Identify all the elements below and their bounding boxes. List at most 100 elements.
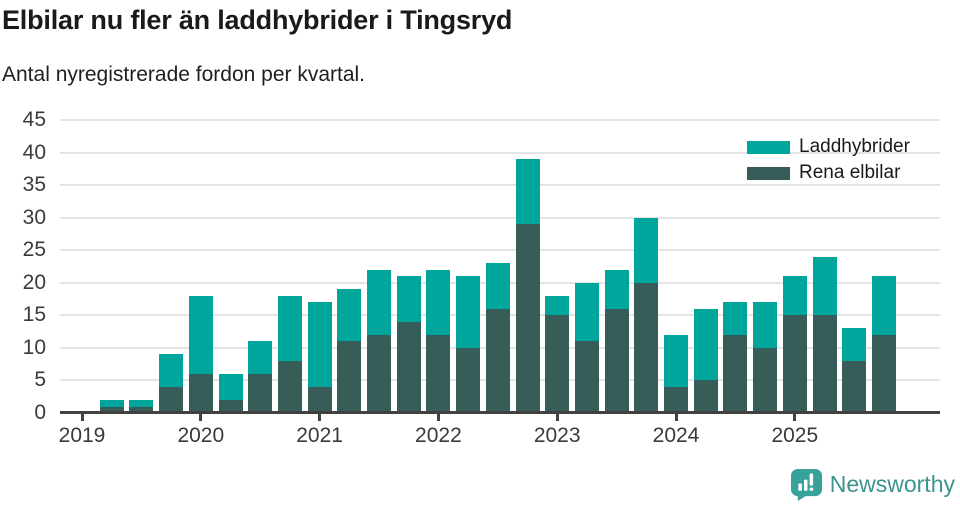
- bar-segment-laddhybrider: [812, 256, 837, 316]
- bar-segment-rena-elbilar: [159, 386, 184, 413]
- y-axis-tick-label: 20: [22, 270, 46, 294]
- legend-swatch-icon: [747, 140, 790, 154]
- brand-name: Newsworthy: [829, 471, 955, 497]
- bar-2024Q4: [753, 302, 778, 413]
- bar-segment-laddhybrider: [159, 354, 184, 387]
- bar-2021Q3: [367, 269, 391, 413]
- y-axis-tick-label: 45: [22, 108, 46, 131]
- newsworthy-logo-icon: [790, 468, 822, 501]
- bar-segment-rena-elbilar: [307, 386, 332, 413]
- x-axis-tick: [436, 414, 440, 421]
- gridline-40: [60, 151, 940, 154]
- bar-2020Q3: [248, 341, 273, 413]
- y-axis-tick-label: 10: [22, 335, 46, 359]
- x-axis-tick-label: 2021: [296, 424, 343, 447]
- bar-segment-laddhybrider: [248, 341, 273, 374]
- bar-2022Q2: [456, 276, 481, 413]
- gridline-45: [60, 119, 940, 121]
- legend-item: Rena elbilar: [747, 160, 910, 186]
- plot-area: 0 5 10 15 20 25 30 35 40 45 2019 2020 2021 2022 2023 20…: [23, 108, 940, 447]
- bar-2019Q2: [99, 400, 124, 413]
- bar-segment-rena-elbilar: [248, 373, 273, 413]
- y-axis-tick-label: 25: [22, 238, 46, 262]
- bar-segment-rena-elbilar: [664, 386, 688, 413]
- bar-segment-laddhybrider: [129, 400, 154, 407]
- x-axis-tick-label: 2019: [58, 424, 106, 447]
- bar-segment-rena-elbilar: [604, 308, 629, 413]
- bar-segment-laddhybrider: [188, 295, 213, 374]
- bar-segment-laddhybrider: [842, 328, 867, 361]
- bar-segment-rena-elbilar: [515, 224, 540, 413]
- brand-footer: Newsworthy: [790, 468, 955, 501]
- bar-segment-rena-elbilar: [871, 334, 896, 413]
- bar-segment-rena-elbilar: [426, 334, 451, 413]
- bar-segment-laddhybrider: [426, 269, 451, 335]
- legend: Laddhybrider Rena elbilar: [747, 134, 910, 186]
- bar-segment-rena-elbilar: [693, 380, 718, 413]
- y-axis-tick-label: 0: [34, 401, 46, 424]
- bar-segment-laddhybrider: [307, 302, 332, 387]
- x-axis-tick: [793, 414, 797, 421]
- bar-segment-laddhybrider: [396, 276, 421, 322]
- gridline-35: [60, 184, 940, 187]
- bar-segment-rena-elbilar: [188, 373, 213, 413]
- bar-segment-laddhybrider: [634, 217, 659, 283]
- bar-2025Q4: [871, 276, 896, 413]
- chart-subtitle: Antal nyregistrerade fordon per kvartal.: [2, 63, 366, 86]
- bar-2025Q3: [842, 328, 867, 413]
- bar-segment-rena-elbilar: [456, 347, 481, 413]
- bar-segment-laddhybrider: [545, 295, 570, 316]
- x-axis-tick-label: 2025: [771, 424, 819, 447]
- bar-2021Q4: [396, 276, 421, 413]
- bar-segment-laddhybrider: [782, 276, 807, 316]
- x-axis-tick: [199, 414, 203, 421]
- bar-2024Q2: [693, 308, 718, 413]
- legend-item: Laddhybrider: [747, 134, 910, 160]
- bar-2020Q2: [218, 373, 243, 413]
- bar-segment-laddhybrider: [99, 400, 124, 407]
- x-axis-tick-label: 2022: [415, 424, 462, 447]
- bar-2025Q1: [782, 276, 807, 413]
- bar-segment-laddhybrider: [693, 308, 718, 381]
- bar-segment-laddhybrider: [277, 295, 302, 361]
- bar-2025Q2: [812, 256, 837, 413]
- bar-2019Q4: [159, 354, 184, 413]
- bar-segment-rena-elbilar: [396, 321, 421, 413]
- x-axis-tick-label: 2020: [177, 424, 225, 447]
- bar-2022Q1: [426, 269, 451, 413]
- bar-segment-laddhybrider: [456, 276, 481, 348]
- bar-segment-rena-elbilar: [129, 406, 154, 413]
- bar-2021Q1: [307, 302, 332, 413]
- bar-segment-laddhybrider: [367, 269, 391, 335]
- y-axis-tick-label: 15: [22, 303, 46, 327]
- bar-2024Q1: [664, 334, 688, 413]
- bar-2019Q3: [129, 400, 154, 413]
- x-axis-tick: [80, 414, 84, 421]
- bar-segment-rena-elbilar: [812, 315, 837, 413]
- legend-label: Rena elbilar: [799, 162, 901, 183]
- bar-segment-laddhybrider: [574, 282, 599, 342]
- y-axis-tick-label: 5: [34, 368, 46, 392]
- bar-2023Q3: [604, 269, 629, 413]
- x-axis-tick-label: 2023: [533, 424, 581, 447]
- bar-segment-rena-elbilar: [218, 399, 243, 413]
- bar-segment-rena-elbilar: [337, 341, 362, 413]
- x-axis-tick: [318, 414, 322, 421]
- bar-segment-laddhybrider: [604, 269, 629, 309]
- page-title: Elbilar nu fler än laddhybrider i Tingsr…: [2, 5, 513, 35]
- y-axis-tick-label: 35: [22, 173, 46, 197]
- y-axis-tick-label: 30: [22, 205, 46, 229]
- legend-label: Laddhybrider: [799, 136, 910, 157]
- bar-segment-rena-elbilar: [723, 334, 748, 413]
- bar-segment-laddhybrider: [337, 289, 362, 342]
- x-axis-tick: [555, 414, 559, 421]
- bar-segment-rena-elbilar: [634, 282, 659, 413]
- gridline-25: [60, 249, 940, 252]
- bar-2021Q2: [337, 289, 362, 413]
- bar-2020Q1: [188, 295, 213, 413]
- bar-2023Q2: [574, 282, 599, 413]
- bar-2023Q1: [545, 295, 570, 413]
- bar-2022Q3: [485, 263, 510, 413]
- bar-segment-laddhybrider: [723, 302, 748, 335]
- x-axis-line: [60, 411, 940, 414]
